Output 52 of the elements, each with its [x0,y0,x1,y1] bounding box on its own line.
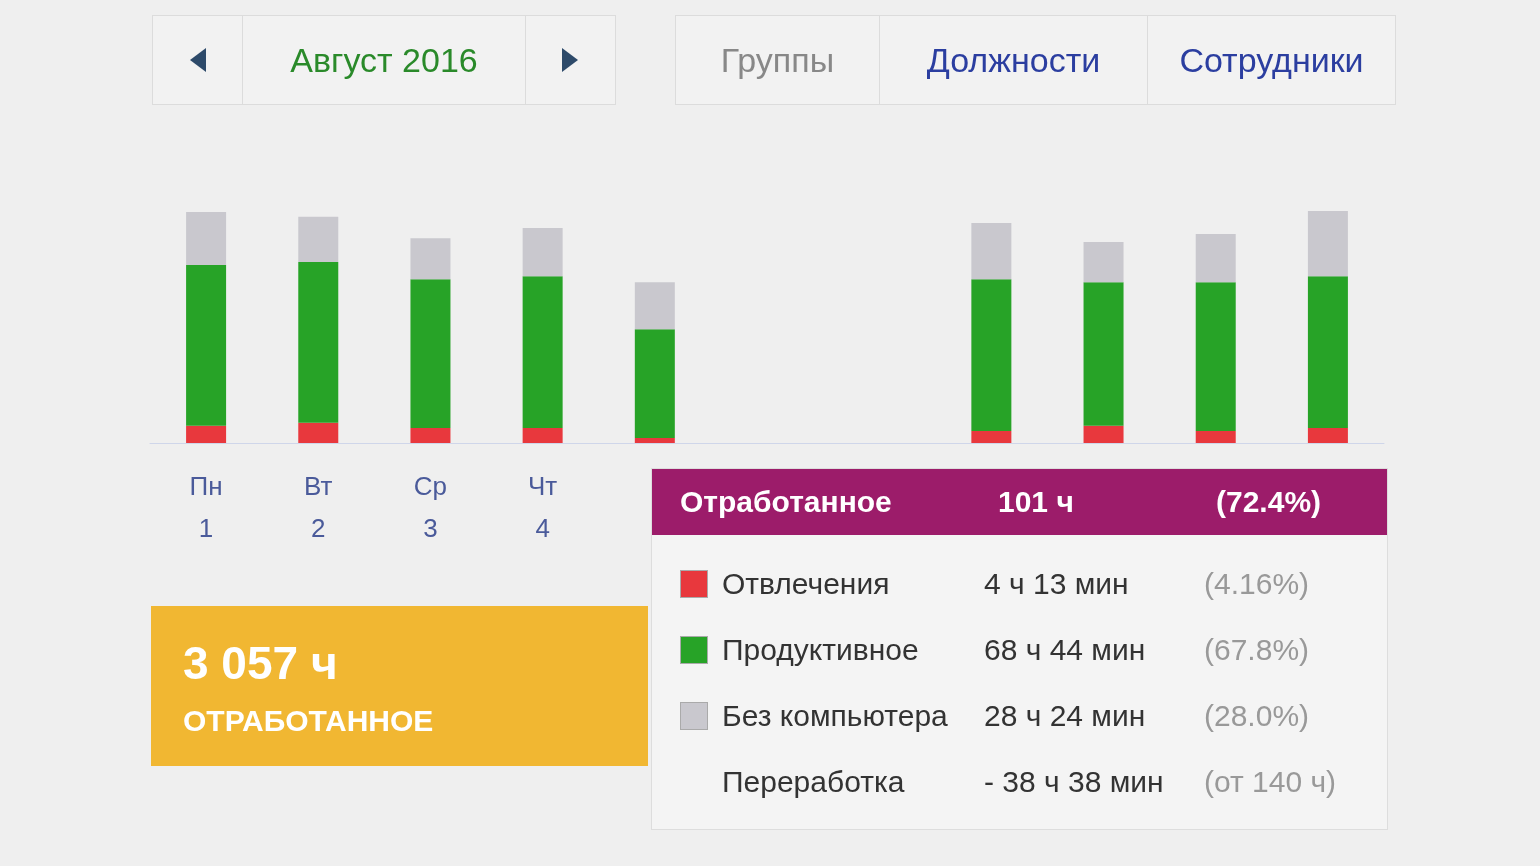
bar [634,329,675,438]
text: 3 057 ч [183,636,339,690]
bar [1195,430,1236,443]
bar [1195,282,1236,431]
bar [1307,276,1348,428]
bar [522,427,563,443]
bar [1083,425,1124,443]
bar [1083,282,1124,426]
bar [971,279,1012,431]
bar [298,262,339,423]
bar [634,282,675,330]
x-tick-label: Чт 4 [528,471,558,543]
x-tick-label: Вт 2 [304,471,333,543]
text: Переработка [722,765,906,799]
text: (67.8%) [1204,633,1310,667]
bar [186,265,227,426]
bar [186,211,227,266]
bar [1307,211,1348,277]
bar [1195,233,1236,283]
bar [410,279,451,428]
legend-label: Продуктивное [722,633,920,667]
text: Сотрудники [1178,39,1365,81]
text: Август 2016 [243,16,526,104]
bar [971,223,1012,280]
bar [186,425,227,443]
legend-label: Отвлечения [722,567,891,601]
text: ОТРАБОТАННОЕ [183,704,435,738]
x-tick-label: Ср 3 [413,471,448,543]
text: Отработанное [679,485,893,519]
text: (72.4%) [1216,485,1322,519]
text: Группы [676,16,880,104]
text: 68 ч 44 мин [984,633,1147,667]
bar [971,430,1012,443]
bar [1307,427,1348,443]
bar [1083,242,1124,283]
bar [410,427,451,443]
text: 4 ч 13 мин [984,567,1130,601]
bar [298,422,339,443]
text: (от 140 ч) [1204,765,1337,799]
bar [522,227,563,277]
text: 101 ч [998,485,1075,519]
text: (4.16%) [1204,567,1310,601]
bar [410,238,451,280]
bar [522,276,563,428]
bar [298,216,339,263]
text: - 38 ч 38 мин [984,765,1165,799]
bar [634,437,675,443]
text: (28.0%) [1204,699,1310,733]
x-tick-label: Пн 1 [189,471,223,543]
legend-label: Без компьютера [722,699,949,733]
text: Должности [880,16,1148,104]
text: 28 ч 24 мин [984,699,1147,733]
